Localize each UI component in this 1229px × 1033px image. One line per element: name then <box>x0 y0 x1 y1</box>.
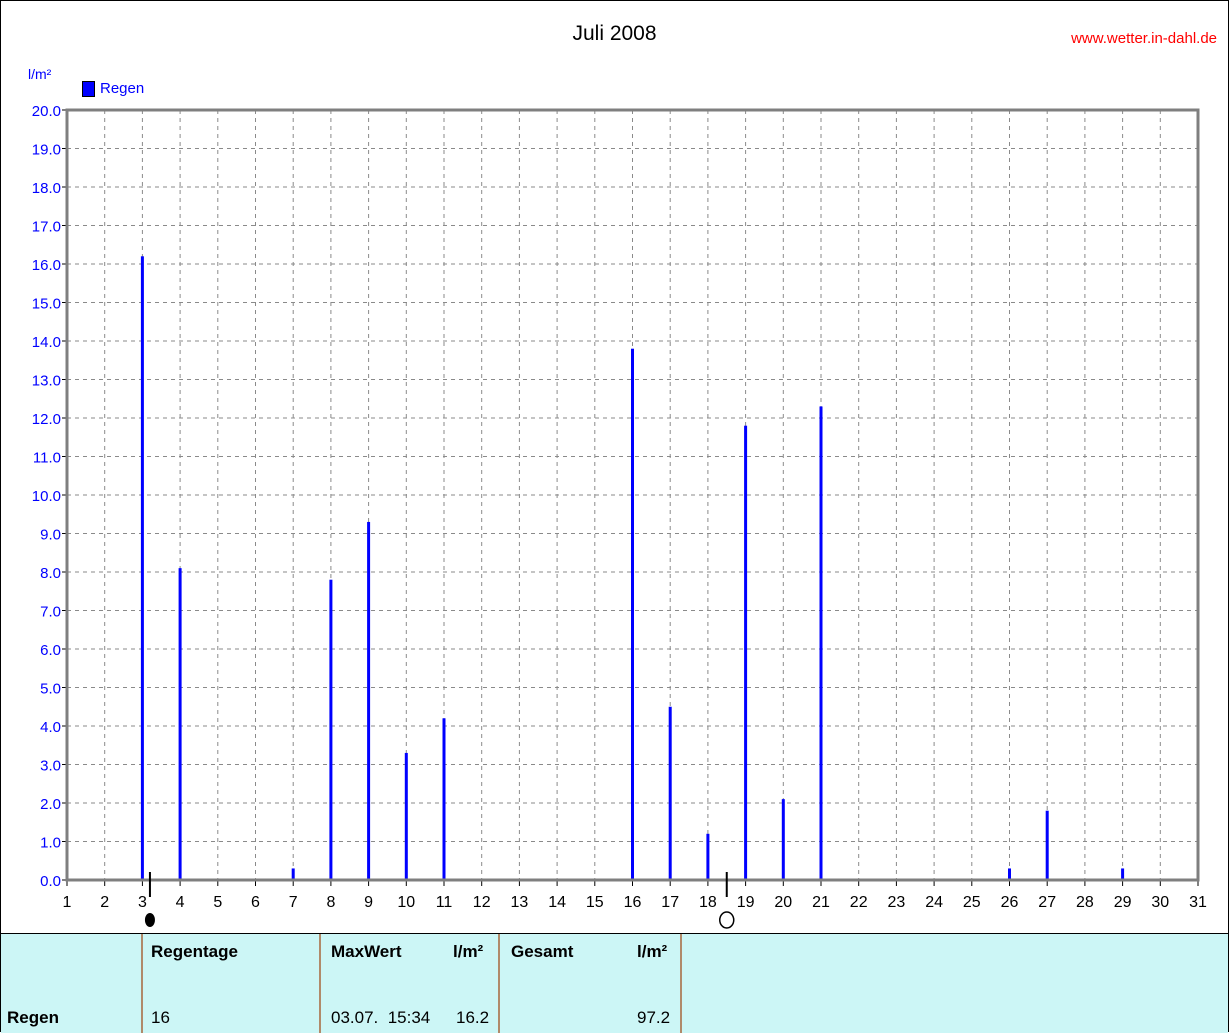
x-tick-label: 9 <box>364 894 373 911</box>
rain-bar <box>404 752 408 880</box>
rain-chart: 0.01.02.03.04.05.06.07.08.09.010.011.012… <box>32 103 1207 929</box>
new-moon-icon <box>144 913 155 927</box>
maxwert-date: 03.07. 15:34 <box>331 1008 431 1027</box>
x-tick-label: 1 <box>63 894 72 911</box>
summary-table: Regen Regentage 16 MaxWert l/m² 03.07. 1… <box>1 933 1228 1033</box>
rain-bar <box>631 348 634 880</box>
maxwert-unit: l/m² <box>453 942 484 961</box>
chart-title: Juli 2008 <box>572 22 657 45</box>
x-tick-label: 10 <box>397 894 415 911</box>
x-tick-label: 28 <box>1076 894 1094 911</box>
x-tick-label: 25 <box>963 894 981 911</box>
rain-bar <box>367 521 371 880</box>
x-tick-label: 2 <box>100 894 109 911</box>
rain-bar <box>1121 868 1125 880</box>
y-tick-label: 11.0 <box>33 450 61 467</box>
x-tick-label: 31 <box>1189 894 1207 911</box>
row-label: Regen <box>7 1008 59 1027</box>
y-tick-label: 14.0 <box>32 334 61 351</box>
x-tick-label: 29 <box>1114 894 1132 911</box>
rain-bar <box>1008 868 1011 880</box>
x-tick-label: 14 <box>548 894 566 911</box>
y-tick-label: 5.0 <box>40 681 61 698</box>
moon-phase-markers <box>144 872 735 929</box>
x-tick-label: 13 <box>511 894 529 911</box>
x-tick-label: 19 <box>737 894 755 911</box>
maxwert-value: 16.2 <box>456 1008 490 1027</box>
rain-bar <box>706 833 710 880</box>
gesamt-value: 97.2 <box>637 1008 671 1027</box>
y-tick-label: 12.0 <box>32 411 61 428</box>
y-tick-label: 9.0 <box>40 527 61 544</box>
regentage-value: 16 <box>151 1008 170 1027</box>
rain-bar <box>178 568 182 880</box>
plot-border <box>65 108 1200 882</box>
rain-bars <box>140 256 1125 880</box>
y-tick-label: 2.0 <box>40 796 61 813</box>
full-moon-icon <box>719 911 735 929</box>
regentage-header: Regentage <box>151 942 238 961</box>
column-separator <box>319 934 321 1033</box>
y-tick-label: 13.0 <box>32 373 61 390</box>
y-tick-label: 8.0 <box>40 565 61 582</box>
x-tick-label: 23 <box>888 894 906 911</box>
maxwert-header: MaxWert <box>331 942 402 961</box>
y-tick-label: 3.0 <box>40 758 61 775</box>
y-tick-label: 17.0 <box>32 219 61 236</box>
x-tick-label: 3 <box>138 894 147 911</box>
legend-label: Regen <box>100 80 145 97</box>
x-tick-label: 11 <box>436 894 453 911</box>
gesamt-unit: l/m² <box>637 942 668 961</box>
rain-bar <box>744 425 748 880</box>
rain-bar <box>819 406 823 880</box>
x-tick-label: 6 <box>251 894 260 911</box>
y-tick-label: 16.0 <box>32 257 61 274</box>
legend-swatch <box>82 80 95 97</box>
y-tick-label: 19.0 <box>32 142 61 159</box>
rain-bar <box>668 706 672 880</box>
rain-bar <box>781 799 785 880</box>
x-tick-label: 22 <box>850 894 868 911</box>
y-axis-unit: l/m² <box>28 66 52 82</box>
x-tick-label: 12 <box>473 894 491 911</box>
y-tick-label: 6.0 <box>40 642 61 659</box>
x-tick-label: 26 <box>1001 894 1019 911</box>
y-tick-label: 7.0 <box>40 604 61 621</box>
column-separator <box>498 934 500 1033</box>
x-tick-label: 24 <box>925 894 943 911</box>
x-tick-label: 18 <box>699 894 717 911</box>
rain-bar <box>291 868 295 880</box>
axes <box>62 108 1200 886</box>
y-tick-label: 10.0 <box>32 488 61 505</box>
gesamt-header: Gesamt <box>511 942 574 961</box>
x-tick-label: 30 <box>1151 894 1169 911</box>
x-tick-label: 8 <box>326 894 335 911</box>
rain-bar <box>140 256 144 880</box>
x-tick-label: 21 <box>812 894 830 911</box>
rain-bar <box>329 579 333 880</box>
y-tick-label: 18.0 <box>32 180 61 197</box>
column-separator <box>680 934 682 1033</box>
website-link[interactable]: www.wetter.in-dahl.de <box>1071 30 1217 47</box>
legend: Regen <box>82 80 144 97</box>
column-separator <box>141 934 143 1033</box>
x-tick-label: 15 <box>586 894 604 911</box>
x-tick-label: 5 <box>213 894 222 911</box>
y-tick-labels: 0.0 1.0 2.0 3.0 4.0 5.0 6.0 7.0 8.0 9.0 10.0 11.0 12… <box>32 103 61 890</box>
y-tick-label: 0.0 <box>40 873 61 890</box>
y-tick-label: 20.0 <box>32 103 61 120</box>
x-tick-label: 7 <box>289 894 298 911</box>
x-tick-label: 17 <box>661 894 679 911</box>
x-tick-label: 16 <box>624 894 642 911</box>
x-tick-label: 27 <box>1038 894 1056 911</box>
x-tick-label: 20 <box>774 894 792 911</box>
y-tick-label: 15.0 <box>32 296 61 313</box>
x-tick-labels: 1 2 3 4 5 6 7 8 9 10 11 12 13 14 15 16 17 18 19 20 21 22 23 24 2… <box>63 894 1207 911</box>
rain-bar <box>442 718 446 880</box>
y-tick-label: 4.0 <box>40 719 61 736</box>
y-tick-label: 1.0 <box>40 835 61 852</box>
rain-bar <box>1045 810 1049 880</box>
x-tick-label: 4 <box>176 894 185 911</box>
